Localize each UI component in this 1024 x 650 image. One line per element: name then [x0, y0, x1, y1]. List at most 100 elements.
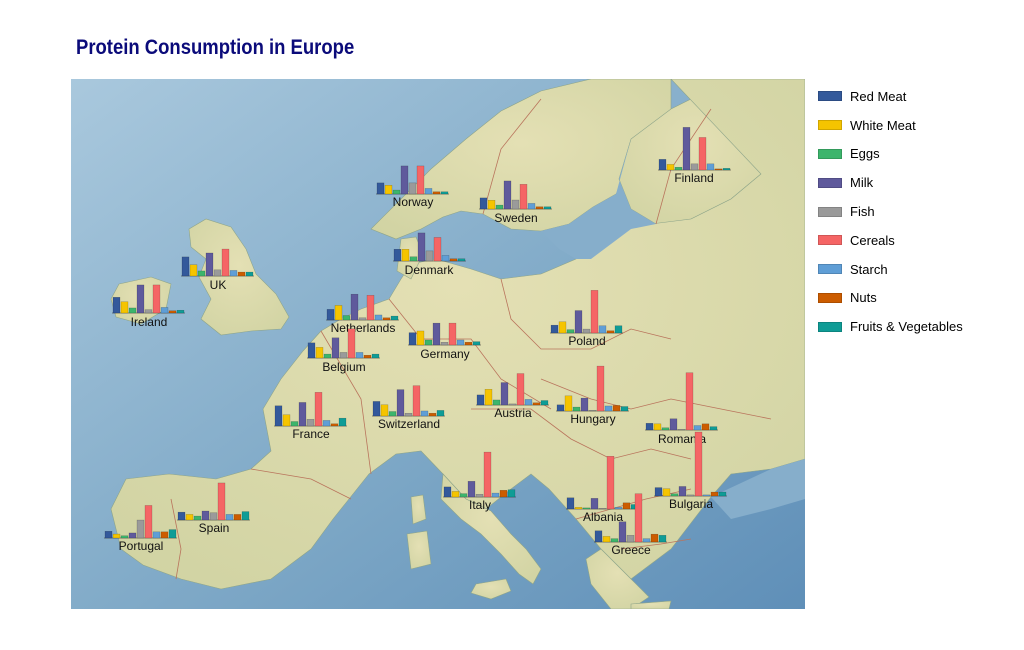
bar-cereals[interactable]	[152, 284, 161, 314]
bar-milk[interactable]	[574, 310, 583, 334]
bar-cereals[interactable]	[314, 392, 323, 427]
bar-starch[interactable]	[374, 314, 383, 321]
bar-white-meat[interactable]	[315, 347, 324, 359]
legend-item[interactable]: Nuts	[818, 284, 963, 313]
country-chart-bulgaria[interactable]: Bulgaria	[654, 431, 727, 511]
bar-milk[interactable]	[400, 165, 409, 195]
bar-eggs[interactable]	[424, 339, 433, 346]
country-chart-portugal[interactable]: Portugal	[104, 505, 177, 553]
bar-starch[interactable]	[604, 405, 613, 412]
bar-milk[interactable]	[201, 510, 210, 521]
bar-cereals[interactable]	[698, 137, 707, 171]
bar-white-meat[interactable]	[653, 423, 662, 431]
bar-fruits-vegetables[interactable]	[371, 353, 380, 359]
bar-nuts[interactable]	[612, 405, 621, 412]
country-chart-netherlands[interactable]: Netherlands	[326, 293, 399, 335]
legend-item[interactable]: Fruits & Vegetables	[818, 312, 963, 341]
bar-milk[interactable]	[205, 252, 214, 277]
bar-red-meat[interactable]	[654, 487, 663, 497]
bar-milk[interactable]	[503, 180, 512, 210]
bar-eggs[interactable]	[674, 166, 683, 171]
country-chart-greece[interactable]: Greece	[594, 493, 667, 557]
bar-white-meat[interactable]	[564, 395, 573, 412]
legend-item[interactable]: Starch	[818, 255, 963, 284]
bar-red-meat[interactable]	[376, 182, 385, 195]
bar-cereals[interactable]	[366, 295, 375, 321]
bar-starch[interactable]	[527, 203, 536, 210]
bar-milk[interactable]	[128, 532, 137, 539]
bar-nuts[interactable]	[168, 310, 177, 314]
country-chart-norway[interactable]: Norway	[376, 165, 449, 209]
country-chart-poland[interactable]: Poland	[550, 290, 623, 348]
bar-white-meat[interactable]	[666, 164, 675, 171]
bar-fruits-vegetables[interactable]	[718, 491, 727, 497]
bar-red-meat[interactable]	[566, 497, 575, 510]
bar-milk[interactable]	[350, 293, 359, 321]
bar-red-meat[interactable]	[104, 531, 113, 539]
bar-fish[interactable]	[425, 250, 434, 262]
bar-nuts[interactable]	[237, 271, 246, 277]
bar-starch[interactable]	[524, 399, 533, 406]
bar-starch[interactable]	[160, 307, 169, 314]
bar-starch[interactable]	[491, 492, 500, 498]
bar-nuts[interactable]	[650, 533, 659, 543]
bar-starch[interactable]	[642, 538, 651, 543]
bar-red-meat[interactable]	[645, 423, 654, 431]
legend-item[interactable]: Eggs	[818, 140, 963, 169]
bar-eggs[interactable]	[409, 256, 418, 262]
country-chart-austria[interactable]: Austria	[476, 373, 549, 420]
bar-milk[interactable]	[500, 382, 509, 406]
bar-red-meat[interactable]	[372, 401, 381, 417]
bar-red-meat[interactable]	[550, 324, 559, 334]
bar-red-meat[interactable]	[479, 197, 488, 210]
bar-cereals[interactable]	[590, 290, 599, 334]
bar-eggs[interactable]	[459, 493, 468, 498]
bar-red-meat[interactable]	[274, 405, 283, 427]
country-chart-uk[interactable]: UK	[181, 248, 254, 292]
legend-item[interactable]: Fish	[818, 197, 963, 226]
bar-red-meat[interactable]	[177, 511, 186, 521]
bar-white-meat[interactable]	[487, 200, 496, 210]
bar-nuts[interactable]	[363, 354, 372, 359]
bar-white-meat[interactable]	[120, 301, 129, 314]
bar-milk[interactable]	[580, 397, 589, 412]
bar-milk[interactable]	[331, 337, 340, 359]
bar-fruits-vegetables[interactable]	[176, 309, 185, 314]
bar-cereals[interactable]	[516, 373, 525, 406]
bar-white-meat[interactable]	[484, 389, 493, 406]
bar-starch[interactable]	[598, 325, 607, 334]
bar-red-meat[interactable]	[556, 404, 565, 412]
bar-cereals[interactable]	[217, 482, 226, 521]
bar-white-meat[interactable]	[334, 305, 343, 321]
bar-milk[interactable]	[467, 481, 476, 498]
bar-red-meat[interactable]	[393, 249, 402, 262]
bar-milk[interactable]	[618, 521, 627, 543]
bar-starch[interactable]	[322, 420, 331, 427]
bar-nuts[interactable]	[464, 341, 473, 346]
bar-milk[interactable]	[590, 498, 599, 510]
bar-white-meat[interactable]	[384, 185, 393, 195]
bar-fish[interactable]	[404, 412, 413, 417]
legend-item[interactable]: Cereals	[818, 226, 963, 255]
bar-white-meat[interactable]	[602, 536, 611, 543]
bar-nuts[interactable]	[330, 423, 339, 427]
bar-nuts[interactable]	[714, 168, 723, 171]
bar-nuts[interactable]	[449, 258, 458, 262]
bar-fish[interactable]	[339, 352, 348, 359]
bar-milk[interactable]	[396, 389, 405, 417]
bar-nuts[interactable]	[432, 191, 441, 195]
legend-item[interactable]: Milk	[818, 168, 963, 197]
bar-fish[interactable]	[686, 494, 695, 497]
bar-fish[interactable]	[677, 429, 686, 431]
bar-milk[interactable]	[432, 322, 441, 346]
bar-cereals[interactable]	[596, 365, 605, 412]
bar-nuts[interactable]	[499, 490, 508, 498]
bar-eggs[interactable]	[197, 270, 206, 277]
bar-fish[interactable]	[598, 508, 607, 510]
bar-eggs[interactable]	[582, 507, 591, 510]
bar-red-meat[interactable]	[307, 342, 316, 359]
bar-red-meat[interactable]	[112, 297, 121, 314]
country-chart-spain[interactable]: Spain	[177, 482, 250, 535]
country-chart-hungary[interactable]: Hungary	[556, 365, 629, 426]
bar-eggs[interactable]	[566, 329, 575, 334]
